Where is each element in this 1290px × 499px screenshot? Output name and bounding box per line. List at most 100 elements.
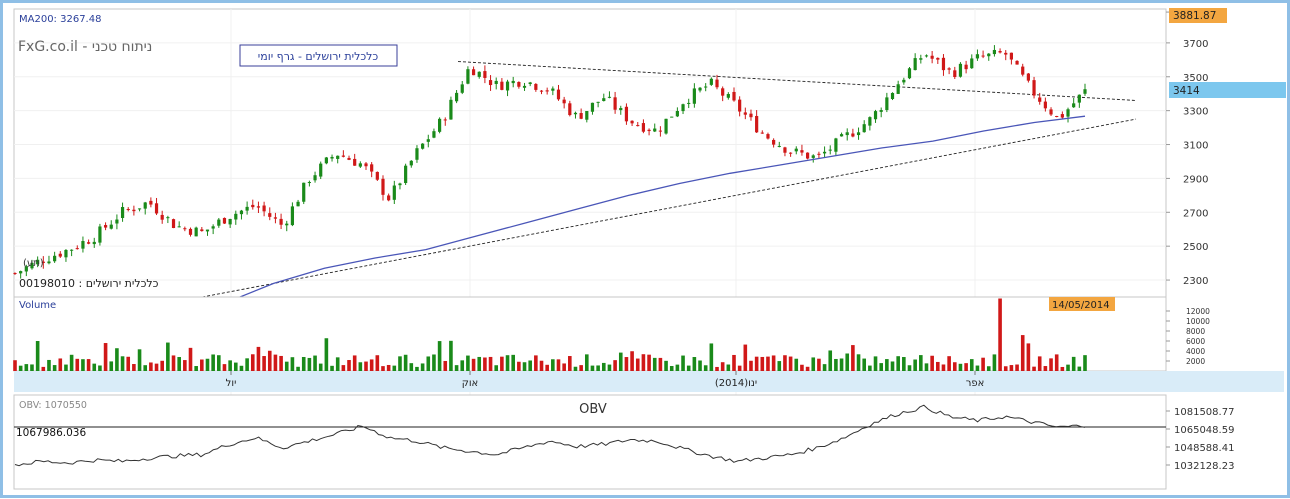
candle-body [364,163,368,167]
volume-bar [1071,356,1076,371]
volume-bar [290,357,295,371]
volume-bar [307,357,312,371]
candle-body [166,217,170,219]
candle-body [579,113,583,119]
candle-body [890,92,895,99]
volume-bar [324,338,329,371]
volume-bar [760,356,765,371]
candle-body [41,261,45,263]
candle-body [992,49,997,55]
candle-body [743,112,747,115]
volume-bar [783,355,787,371]
volume-bar [896,356,900,371]
candle-body [534,83,538,90]
candle-body [902,79,906,83]
volume-bar [681,355,685,371]
volume-bar [392,365,397,371]
volume-bar [930,355,934,371]
obv-label: OBV: 1070550 [19,400,87,411]
support-trendline [157,118,1137,306]
volume-bar [426,356,431,371]
date-tick-label: אוק [462,378,479,389]
volume-bar [579,365,583,371]
candle-body [619,108,623,111]
top-price-label: 3881.87 [1173,10,1216,22]
candle-body [936,57,940,60]
candle-body [409,160,413,166]
candle-body [98,226,102,243]
volume-bar [964,363,968,371]
candle-body [19,271,23,274]
volume-label: Volume [19,300,56,311]
volume-tick-label: 2000 [1186,357,1205,366]
obv-tick-label: 1081508.77 [1174,407,1234,418]
candle-body [975,54,980,59]
volume-bar [477,356,482,371]
volume-bar [630,351,634,371]
volume-bar [664,360,668,371]
price-tick-label: 2900 [1183,174,1208,185]
volume-bar [902,357,906,371]
candle-body [245,206,249,211]
candle-body [279,218,283,225]
candle-body [36,259,40,265]
candle-body [426,139,430,142]
date-axis: יול אוק (2014)ינו אפר [226,371,984,389]
volume-bar [703,365,708,371]
candle-body [319,163,323,177]
title-box [239,44,398,67]
volume-bar [788,356,793,371]
obv-tick-label: 1065048.59 [1174,425,1234,436]
volume-bar [817,358,821,371]
candle-body [58,253,62,257]
volume-bar [828,350,833,371]
candle-body [341,155,345,157]
candle-body [234,213,238,220]
volume-bar [647,354,651,371]
candle-body [704,86,708,88]
volume-bar [200,359,204,371]
candle-body [777,145,781,147]
candle-body [30,262,34,269]
top-price-tag [1169,8,1227,23]
volume-bar [913,359,917,371]
volume-bar [409,363,414,371]
volume-bar [811,357,816,371]
candle-body [392,185,396,200]
volume-bar [154,363,159,371]
volume-bar [777,361,782,371]
candle-body [585,111,589,120]
volume-bar [267,350,272,371]
candle-body [636,125,640,127]
candle-body [568,103,572,116]
candle-body [772,139,776,145]
volume-bar [766,356,770,371]
volume-bar [975,365,980,371]
volume-bar [749,360,753,371]
candle-body [126,209,130,211]
date-tick-label: (2014)ינו [715,378,757,389]
candle-body [103,225,108,228]
candle-body [981,55,985,57]
volume-bar [58,358,63,371]
candle-body [500,81,504,90]
volume-bar [958,363,963,371]
candle-body [313,175,317,181]
candle-body [1055,116,1059,118]
candle-body [505,81,510,91]
volume-bar [194,366,198,371]
price-tick-label: 2500 [1183,242,1208,253]
volume-bar [590,365,595,371]
candle-body [53,255,57,262]
candle-body [624,106,629,122]
candle-body [755,115,759,133]
volume-bars [13,298,1087,371]
volume-bar [1060,366,1065,371]
volume-bar [188,347,193,371]
volume-bar [64,364,68,371]
candle-body [947,68,951,70]
volume-bar [296,366,300,371]
volume-bar [250,354,255,371]
volume-bar [120,356,125,371]
candle-body [687,102,691,104]
